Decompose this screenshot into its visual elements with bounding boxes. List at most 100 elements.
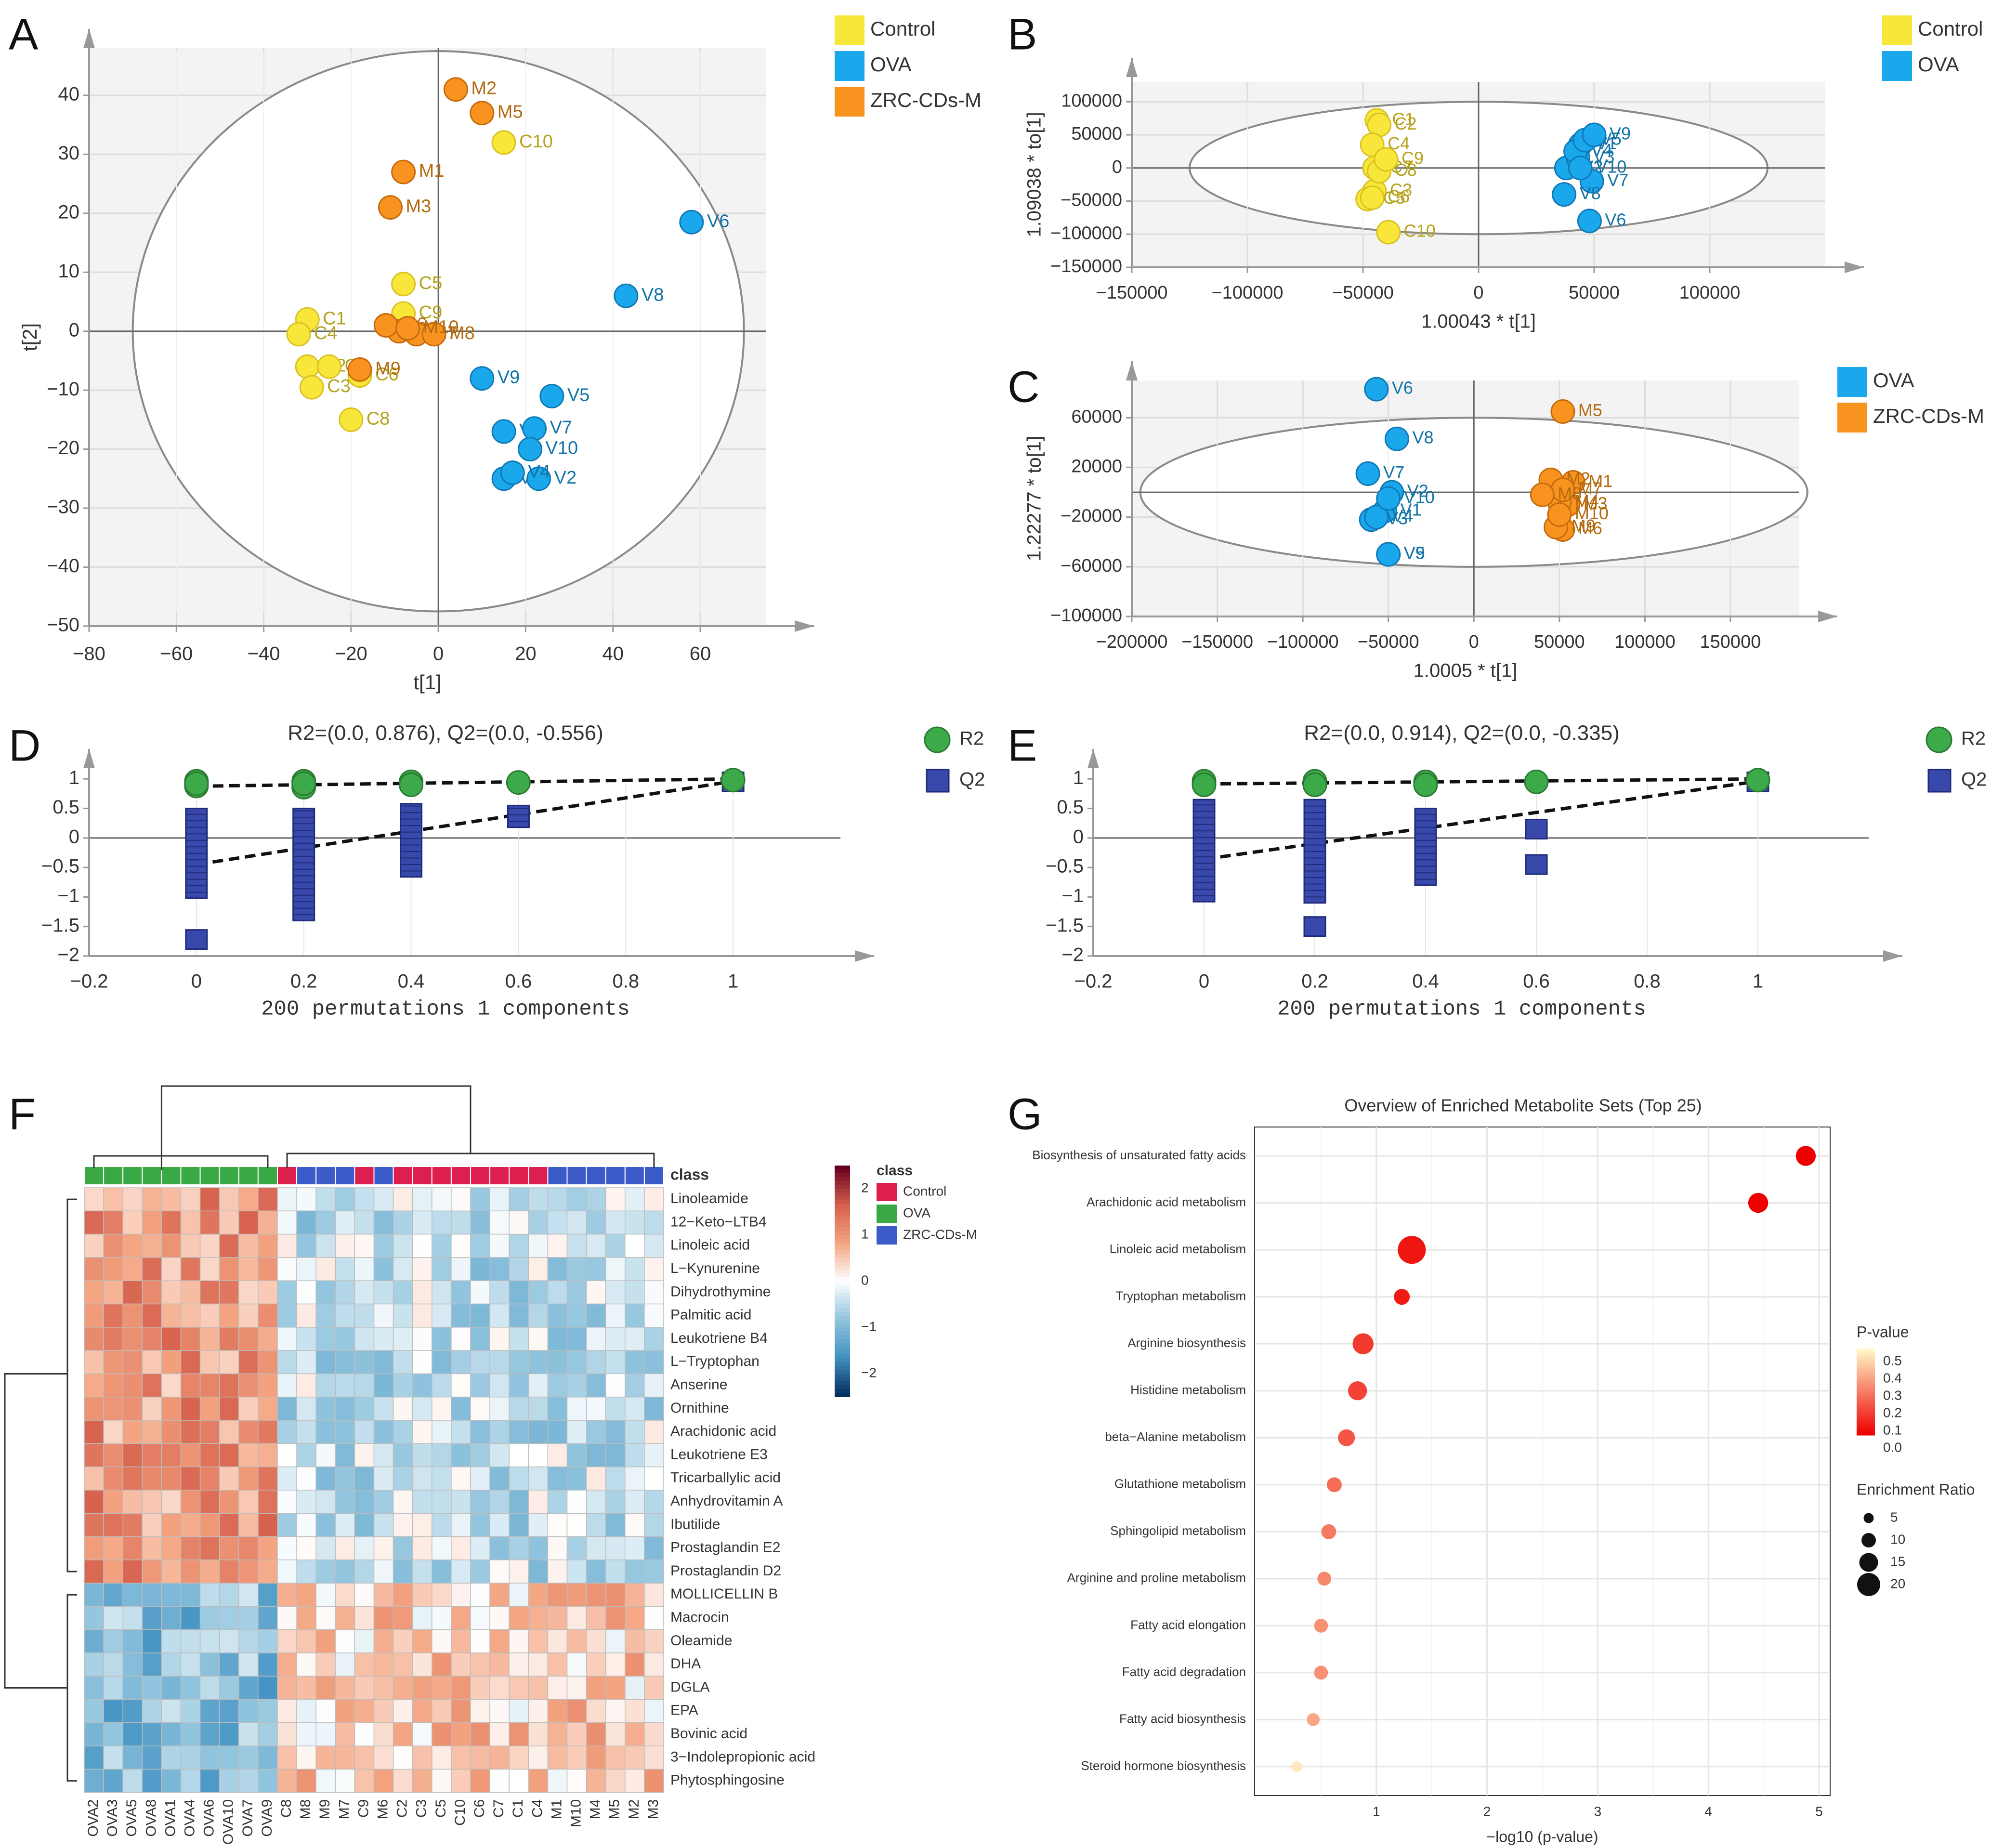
heatmap-cell <box>122 1373 143 1398</box>
heatmap-cell <box>412 1420 432 1444</box>
heatmap-cell <box>84 1722 104 1746</box>
heatmap-cell <box>84 1280 104 1305</box>
heatmap-cell <box>528 1536 549 1560</box>
heatmap-cell <box>393 1443 413 1468</box>
heatmap-cell <box>354 1443 375 1468</box>
heatmap-cell <box>335 1490 355 1514</box>
heatmap-cell <box>605 1420 626 1444</box>
x-tick-label: 0.2 <box>290 971 317 992</box>
heatmap-cell <box>180 1280 201 1305</box>
heatmap-cell <box>199 1699 220 1723</box>
category-label: Sphingolipid metabolism <box>1110 1523 1246 1538</box>
x-tick-label: 50000 <box>1569 283 1620 303</box>
heatmap-cell <box>219 1210 239 1235</box>
q2-point <box>1525 818 1548 839</box>
heatmap-cell <box>199 1210 220 1235</box>
heatmap-cell <box>199 1513 220 1537</box>
row-label: Ibutilide <box>670 1516 720 1532</box>
heatmap-cell <box>238 1722 259 1746</box>
y-tick-label: 20000 <box>1071 457 1122 477</box>
panel-letter-B: B <box>1008 10 1037 59</box>
scale-segment <box>835 1246 850 1251</box>
heatmap-cell <box>219 1373 239 1398</box>
heatmap-cell <box>219 1699 239 1723</box>
scale-segment <box>835 1312 850 1316</box>
scale-segment <box>835 1254 850 1258</box>
heatmap-cell <box>586 1257 606 1281</box>
heatmap-cell <box>373 1560 394 1584</box>
row-label: Leukotriene E3 <box>670 1446 768 1462</box>
heatmap-cell <box>103 1443 123 1468</box>
class-bar-cell <box>277 1166 298 1185</box>
heatmap-cell <box>277 1373 297 1398</box>
heatmap-cell <box>335 1629 355 1653</box>
heatmap-cell <box>84 1443 104 1468</box>
heatmap-cell <box>586 1769 606 1793</box>
heatmap-cell <box>373 1420 394 1444</box>
heatmap-cell <box>103 1233 123 1258</box>
class-legend-label: Control <box>903 1183 946 1198</box>
heatmap-cell <box>122 1769 143 1793</box>
heatmap-cell <box>354 1350 375 1375</box>
heatmap-cell <box>451 1303 471 1328</box>
heatmap-cell <box>470 1769 490 1793</box>
heatmap-cell <box>84 1652 104 1677</box>
heatmap-cell <box>566 1676 587 1700</box>
heatmap-cell <box>489 1652 510 1677</box>
heatmap-cell <box>566 1560 587 1584</box>
heatmap-cell <box>258 1513 278 1537</box>
heatmap-cell <box>122 1606 143 1630</box>
heatmap-cell <box>199 1420 220 1444</box>
ratio-tick: 20 <box>1890 1576 1905 1591</box>
y-tick-label: 60000 <box>1071 406 1122 427</box>
x-tick-label: 0.6 <box>1523 971 1550 992</box>
column-label: OVA5 <box>124 1799 140 1837</box>
heatmap-cell <box>412 1443 432 1468</box>
class-bar-cell <box>84 1166 105 1185</box>
heatmap-cell <box>142 1745 162 1770</box>
ratio-tick: 15 <box>1890 1554 1905 1569</box>
heatmap-cell <box>644 1233 664 1258</box>
enrichment-point <box>1291 1761 1302 1772</box>
x-tick-label: 0.6 <box>505 971 532 992</box>
r2-point <box>291 771 316 796</box>
heatmap-cell <box>277 1490 297 1514</box>
heatmap-cell <box>354 1745 375 1770</box>
heatmap-cell <box>219 1560 239 1584</box>
heatmap-cell <box>219 1606 239 1630</box>
point-V6 <box>1364 377 1389 402</box>
class-legend-swatch <box>877 1183 897 1201</box>
heatmap-cell <box>219 1350 239 1375</box>
heatmap-cell <box>142 1652 162 1677</box>
heatmap-cell <box>258 1722 278 1746</box>
heatmap-cell <box>277 1583 297 1607</box>
heatmap-cell <box>354 1722 375 1746</box>
heatmap-cell <box>103 1560 123 1584</box>
heatmap-cell <box>258 1536 278 1560</box>
heatmap-cell <box>412 1396 432 1421</box>
heatmap-cell <box>122 1536 143 1560</box>
pvalue-tick: 0.1 <box>1883 1422 1902 1437</box>
heatmap-cell <box>84 1699 104 1723</box>
heatmap-cell <box>432 1560 452 1584</box>
y-tick-label: −40 <box>47 555 79 577</box>
point-label-V5: V5 <box>567 385 589 405</box>
heatmap-cell <box>142 1233 162 1258</box>
heatmap-cell <box>84 1629 104 1653</box>
heatmap-cell <box>470 1560 490 1584</box>
heatmap-cell <box>122 1233 143 1258</box>
class-legend-title: class <box>877 1163 913 1179</box>
heatmap-cell <box>258 1396 278 1421</box>
heatmap-cell <box>451 1629 471 1653</box>
heatmap-cell <box>122 1676 143 1700</box>
heatmap-cell <box>412 1513 432 1537</box>
heatmap-cell <box>258 1676 278 1700</box>
class-bar-cell <box>335 1166 355 1185</box>
legend-B: Control OVA <box>1882 15 1983 81</box>
column-label: OVA8 <box>143 1799 159 1837</box>
category-label: Arginine and proline metabolism <box>1067 1571 1246 1585</box>
row-label: Linoleic acid <box>670 1237 750 1253</box>
pvalue-scale-segment <box>1857 1409 1875 1412</box>
heatmap-cell <box>296 1420 316 1444</box>
heatmap-cell <box>586 1560 606 1584</box>
